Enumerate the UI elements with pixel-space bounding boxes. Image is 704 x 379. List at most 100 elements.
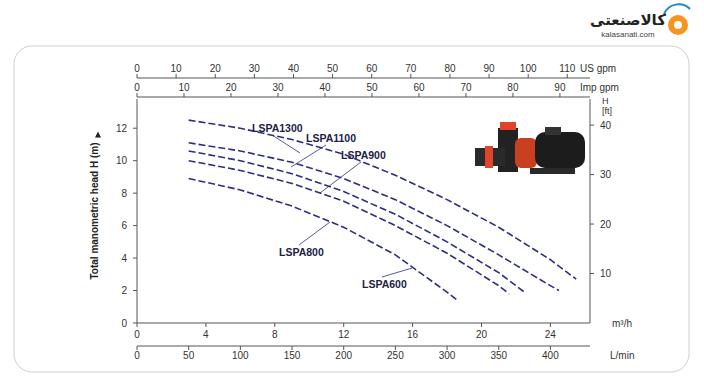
tick bbox=[133, 225, 137, 226]
axis-title: Total manometric head H (m) bbox=[89, 142, 100, 279]
tick bbox=[590, 174, 594, 175]
tick-label: 250 bbox=[387, 350, 404, 361]
tick bbox=[528, 74, 529, 78]
tick-label: 100 bbox=[520, 63, 537, 74]
series-label: LSPA800 bbox=[279, 246, 324, 258]
tick-label: 6 bbox=[121, 220, 127, 231]
leader-line bbox=[291, 145, 326, 167]
tick bbox=[332, 74, 333, 78]
tick-label: 30 bbox=[249, 63, 261, 74]
tick-label: 350 bbox=[490, 350, 507, 361]
axis-title: L/min bbox=[610, 350, 634, 361]
tick bbox=[343, 323, 344, 327]
tick-label: 0 bbox=[134, 82, 140, 93]
pump-base bbox=[530, 168, 575, 174]
tick bbox=[137, 93, 138, 97]
tick bbox=[550, 323, 551, 327]
curve bbox=[189, 120, 577, 279]
tick-label: 70 bbox=[405, 63, 417, 74]
tick bbox=[410, 74, 411, 78]
chart: کالاصنعتیkalasanati.com01020304050607080… bbox=[0, 0, 704, 379]
axis-x2: 050100150200250300350400L/min bbox=[134, 346, 634, 361]
tick-label: 10 bbox=[171, 63, 183, 74]
tick-label: 10 bbox=[178, 82, 190, 93]
tick-label: 50 bbox=[183, 350, 195, 361]
axis-line bbox=[590, 99, 591, 323]
tick bbox=[418, 93, 419, 97]
tick-label: 4 bbox=[203, 329, 209, 340]
series-label: LSPA1300 bbox=[252, 122, 303, 134]
tick bbox=[559, 93, 560, 97]
axis-title: H bbox=[602, 96, 609, 106]
tick-label: 24 bbox=[545, 329, 557, 340]
tick bbox=[254, 74, 255, 78]
tick bbox=[137, 323, 138, 327]
tick-label: 2 bbox=[121, 285, 127, 296]
series-label: LSPA900 bbox=[341, 149, 386, 161]
tick-label: 50 bbox=[366, 82, 378, 93]
axis-x4: 0102030405060708090Imp gpm bbox=[134, 82, 619, 97]
leader-line bbox=[272, 135, 300, 153]
tick bbox=[465, 93, 466, 97]
pump-ring bbox=[485, 146, 493, 168]
tick bbox=[449, 74, 450, 78]
tick bbox=[230, 93, 231, 97]
tick bbox=[215, 74, 216, 78]
tick-label: 0 bbox=[134, 350, 140, 361]
axis-arrow bbox=[95, 131, 101, 137]
tick-label: 20 bbox=[600, 219, 612, 230]
pump-image bbox=[475, 122, 585, 174]
tick bbox=[133, 193, 137, 194]
logo-wave bbox=[664, 4, 690, 14]
axis-line bbox=[137, 78, 590, 79]
tick bbox=[412, 323, 413, 327]
curves bbox=[189, 120, 577, 300]
axis-y2: 10203040H[ft] bbox=[590, 96, 612, 323]
tick bbox=[590, 273, 594, 274]
series-label: LSPA1100 bbox=[306, 132, 356, 144]
tick bbox=[590, 125, 594, 126]
tick-label: 10 bbox=[600, 268, 612, 279]
tick-label: 60 bbox=[366, 63, 378, 74]
tick-label: 10 bbox=[116, 155, 128, 166]
logo-url: kalasanati.com bbox=[601, 30, 655, 39]
axis-x: 04812162024m³/h bbox=[134, 318, 632, 340]
tick-label: 20 bbox=[476, 329, 488, 340]
tick bbox=[590, 224, 594, 225]
tick-label: 30 bbox=[272, 82, 284, 93]
tick bbox=[489, 74, 490, 78]
tick-label: 30 bbox=[600, 169, 612, 180]
axis-line bbox=[137, 346, 590, 347]
tick bbox=[133, 160, 137, 161]
tick-label: 20 bbox=[210, 63, 222, 74]
axis-title: US gpm bbox=[580, 63, 616, 74]
curve-labels: LSPA1300LSPA1100 LSPA900 LSPA800 LSPA600 bbox=[252, 122, 412, 290]
tick-label: 110 bbox=[559, 63, 575, 74]
series-label: LSPA600 bbox=[362, 278, 407, 290]
tick bbox=[133, 323, 137, 324]
tick bbox=[567, 74, 568, 78]
tick bbox=[133, 258, 137, 259]
tick bbox=[512, 93, 513, 97]
tick-label: 40 bbox=[600, 120, 612, 131]
curve bbox=[189, 161, 509, 294]
curve bbox=[189, 179, 458, 301]
leader-line bbox=[382, 268, 412, 277]
tick-label: 8 bbox=[272, 329, 278, 340]
axis-x3: 0102030405060708090100110US gpm bbox=[134, 63, 616, 78]
pump-motor bbox=[535, 132, 585, 168]
tick-label: 20 bbox=[225, 82, 237, 93]
tick-label: 200 bbox=[335, 350, 352, 361]
tick-label: 0 bbox=[134, 329, 140, 340]
tick-label: 60 bbox=[413, 82, 425, 93]
tick-label: 0 bbox=[121, 318, 127, 329]
tick bbox=[274, 323, 275, 327]
tick bbox=[277, 93, 278, 97]
pump-ring bbox=[500, 122, 516, 130]
axis-title: Imp gpm bbox=[580, 82, 619, 93]
tick-label: 8 bbox=[121, 188, 127, 199]
tick bbox=[371, 74, 372, 78]
tick bbox=[324, 93, 325, 97]
tick-label: 400 bbox=[542, 350, 559, 361]
tick-label: 70 bbox=[460, 82, 472, 93]
